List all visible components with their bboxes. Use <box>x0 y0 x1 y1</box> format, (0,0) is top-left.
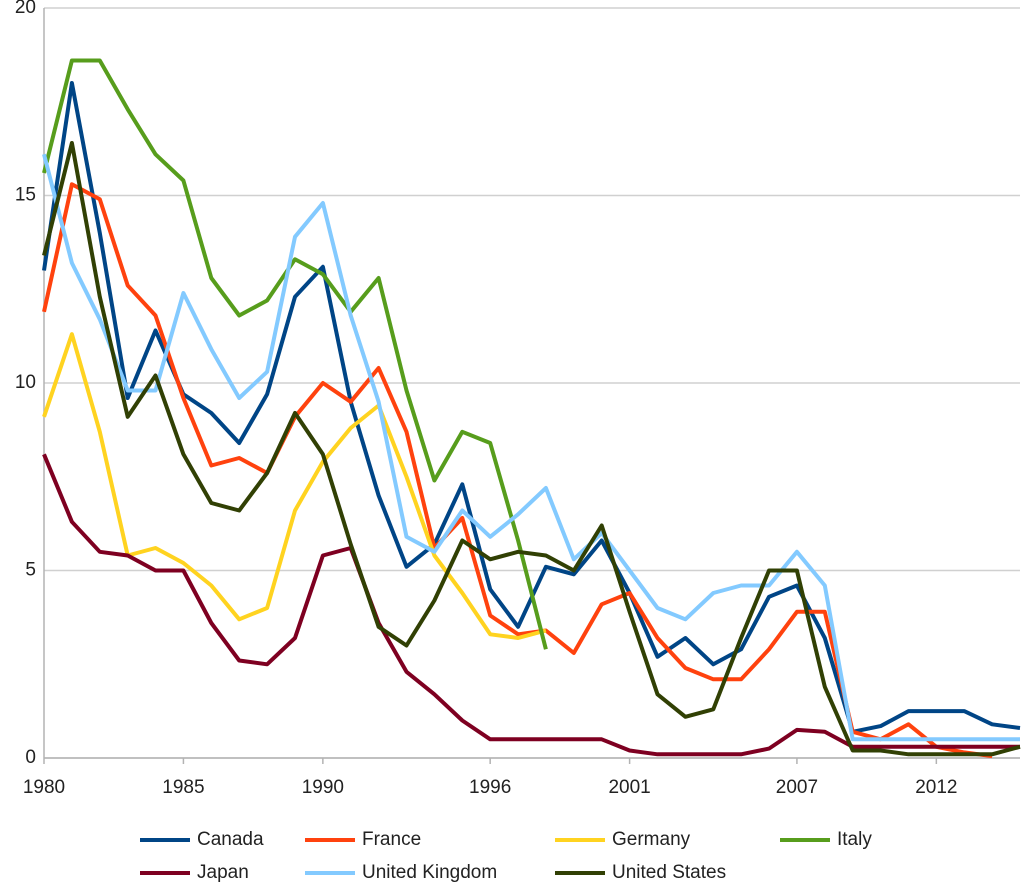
x-tick-label: 1980 <box>23 777 65 798</box>
y-tick-label: 5 <box>25 560 36 581</box>
series-line <box>42 153 1020 742</box>
x-tick-label: 1985 <box>162 777 204 798</box>
series-line <box>42 182 993 759</box>
y-tick-label: 20 <box>15 0 36 18</box>
legend-label: France <box>362 829 421 850</box>
x-tick-label: 2007 <box>776 777 818 798</box>
y-tick-label: 15 <box>15 185 36 206</box>
x-tick-label: 1996 <box>469 777 511 798</box>
legend-label: Italy <box>837 829 872 850</box>
x-tick-label: 1990 <box>302 777 344 798</box>
legend-label: Canada <box>197 829 264 850</box>
legend-label: United States <box>612 862 726 883</box>
series-line <box>42 141 1021 757</box>
y-tick-label: 10 <box>15 372 36 393</box>
y-tick-label: 0 <box>25 747 36 768</box>
legend-label: United Kingdom <box>362 862 497 883</box>
x-tick-label: 2012 <box>915 777 957 798</box>
legend-label: Germany <box>612 829 691 850</box>
series-line <box>42 453 1020 757</box>
x-tick-label: 2001 <box>608 777 650 798</box>
series-line <box>42 58 548 650</box>
legend-label: Japan <box>197 862 249 883</box>
